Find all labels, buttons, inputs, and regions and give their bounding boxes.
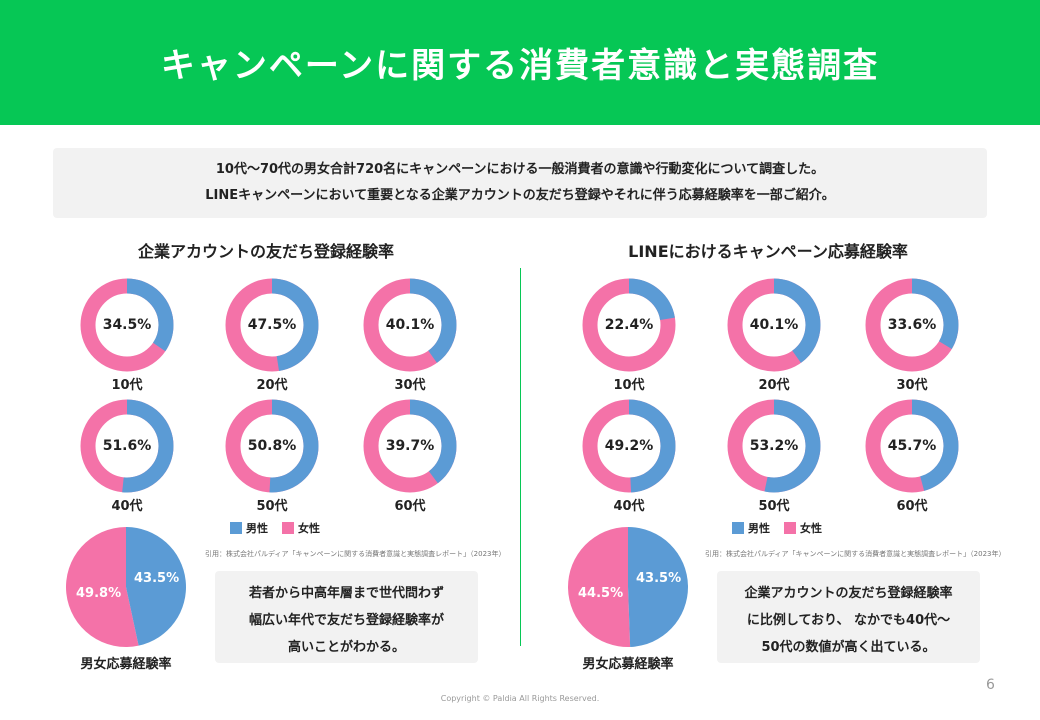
copyright: Copyright © Paldia All Rights Reserved. [440,694,600,703]
left-pie-chart: 43.5% 49.8% [64,525,188,649]
right-note-line-2: に比例しており、 なかでも40代〜 [746,613,951,628]
right-note-box: 企業アカウントの友だち登録経験率 に比例しており、 なかでも40代〜 50代の数… [717,571,980,663]
left-donut-1: 47.5% [224,277,320,373]
right-donut-0: 22.4% [581,277,677,373]
donut-arc-male [865,278,959,372]
left-age-label-1: 20代 [256,378,288,393]
donut-arc-male [582,278,676,372]
left-note-line-3: 高いことがわかる。 [287,640,405,655]
legend-item-male: 男性 [230,520,268,536]
right-citation: 引用：株式会社パルディア「キャンペーンに関する消費者意識と実態調査レポート」（2… [705,550,1006,558]
right-age-label-3: 40代 [613,499,645,514]
donut-value-label: 45.7% [887,438,937,454]
donut-value-label: 49.2% [604,438,654,454]
left-legend: 男性 女性 [230,520,334,536]
left-age-label-0: 10代 [111,378,143,393]
donut-value-label: 34.5% [102,317,152,333]
female-swatch [784,522,796,534]
left-pie-male-label: 43.5% [134,571,180,586]
right-donut-1: 40.1% [726,277,822,373]
right-note-line-1: 企業アカウントの友だち登録経験率 [744,586,953,601]
male-swatch [732,522,744,534]
left-note-box: 若者から中高年層まで世代問わず 幅広い年代で友だち登録経験率が 高いことがわかる… [215,571,478,663]
left-note-line-1: 若者から中高年層まで世代問わず [248,586,444,601]
right-legend: 男性 女性 [732,520,836,536]
legend-item-female: 女性 [282,520,320,536]
donut-arc-male [727,399,821,493]
intro-box: 10代〜70代の男女合計720名にキャンペーンにおける一般消費者の意識や行動変化… [53,148,987,218]
legend-label-male: 男性 [246,522,268,535]
legend-item-male: 男性 [732,520,770,536]
intro-line-1: 10代〜70代の男女合計720名にキャンペーンにおける一般消費者の意識や行動変化… [215,162,825,177]
right-donut-3: 49.2% [581,398,677,494]
donut-arc-male [363,399,457,493]
left-section-title: 企業アカウントの友だち登録経験率 [137,242,394,261]
left-donut-5: 39.7% [362,398,458,494]
donut-value-label: 51.6% [102,438,152,454]
legend-label-female: 女性 [800,522,822,535]
intro-line-2: LINEキャンペーンにおいて重要となる企業アカウントの友だち登録やそれに伴う応募… [205,188,835,203]
left-age-label-2: 30代 [394,378,426,393]
right-age-label-1: 20代 [758,378,790,393]
donut-arc-male [225,399,319,493]
donut-arc-male [727,278,821,372]
legend-label-female: 女性 [298,522,320,535]
header-banner: キャンペーンに関する消費者意識と実態調査 [0,0,1040,125]
left-age-label-5: 60代 [394,499,426,514]
legend-item-female: 女性 [784,520,822,536]
right-pie-caption: 男女応募経験率 [582,657,674,672]
left-donut-2: 40.1% [362,277,458,373]
left-donut-0: 34.5% [79,277,175,373]
left-pie-caption: 男女応募経験率 [80,657,172,672]
left-donut-4: 50.8% [224,398,320,494]
page-title: キャンペーンに関する消費者意識と実態調査 [160,46,880,86]
right-section-title: LINEにおけるキャンペーン応募経験率 [628,242,908,261]
left-age-label-4: 50代 [256,499,288,514]
donut-arc-male [582,399,676,493]
donut-arc-male [363,278,457,372]
donut-arc-male [225,278,319,372]
donut-value-label: 40.1% [385,317,435,333]
right-pie-chart: 43.5% 44.5% [566,525,690,649]
right-age-label-2: 30代 [896,378,928,393]
donut-value-label: 53.2% [749,438,799,454]
right-age-label-4: 50代 [758,499,790,514]
donut-value-label: 47.5% [247,317,297,333]
right-donut-5: 45.7% [864,398,960,494]
right-note-line-3: 50代の数値が高く出ている。 [761,640,936,655]
left-pie-slice-male [126,527,187,646]
right-pie-slice-male [628,527,689,647]
page-number: 6 [986,677,995,693]
male-swatch [230,522,242,534]
right-pie-female-label: 44.5% [578,586,624,601]
section-divider [520,268,521,646]
right-pie-male-label: 43.5% [636,571,682,586]
left-note-line-2: 幅広い年代で友だち登録経験率が [248,613,444,628]
right-age-label-5: 60代 [896,499,928,514]
left-donut-3: 51.6% [79,398,175,494]
donut-value-label: 22.4% [604,317,654,333]
left-age-label-3: 40代 [111,499,143,514]
left-pie-female-label: 49.8% [76,586,122,601]
donut-arc-male [80,399,174,493]
left-citation: 引用：株式会社パルディア「キャンペーンに関する消費者意識と実態調査レポート」（2… [205,550,506,558]
right-age-label-0: 10代 [613,378,645,393]
donut-arc-male [865,399,959,493]
donut-value-label: 33.6% [887,317,937,333]
right-pie-slice-female [568,527,631,647]
legend-label-male: 男性 [748,522,770,535]
right-donut-2: 33.6% [864,277,960,373]
donut-arc-male [80,278,174,372]
donut-value-label: 50.8% [247,438,297,454]
female-swatch [282,522,294,534]
left-pie-slice-female [66,527,139,647]
right-donut-4: 53.2% [726,398,822,494]
donut-value-label: 39.7% [385,438,435,454]
donut-value-label: 40.1% [749,317,799,333]
